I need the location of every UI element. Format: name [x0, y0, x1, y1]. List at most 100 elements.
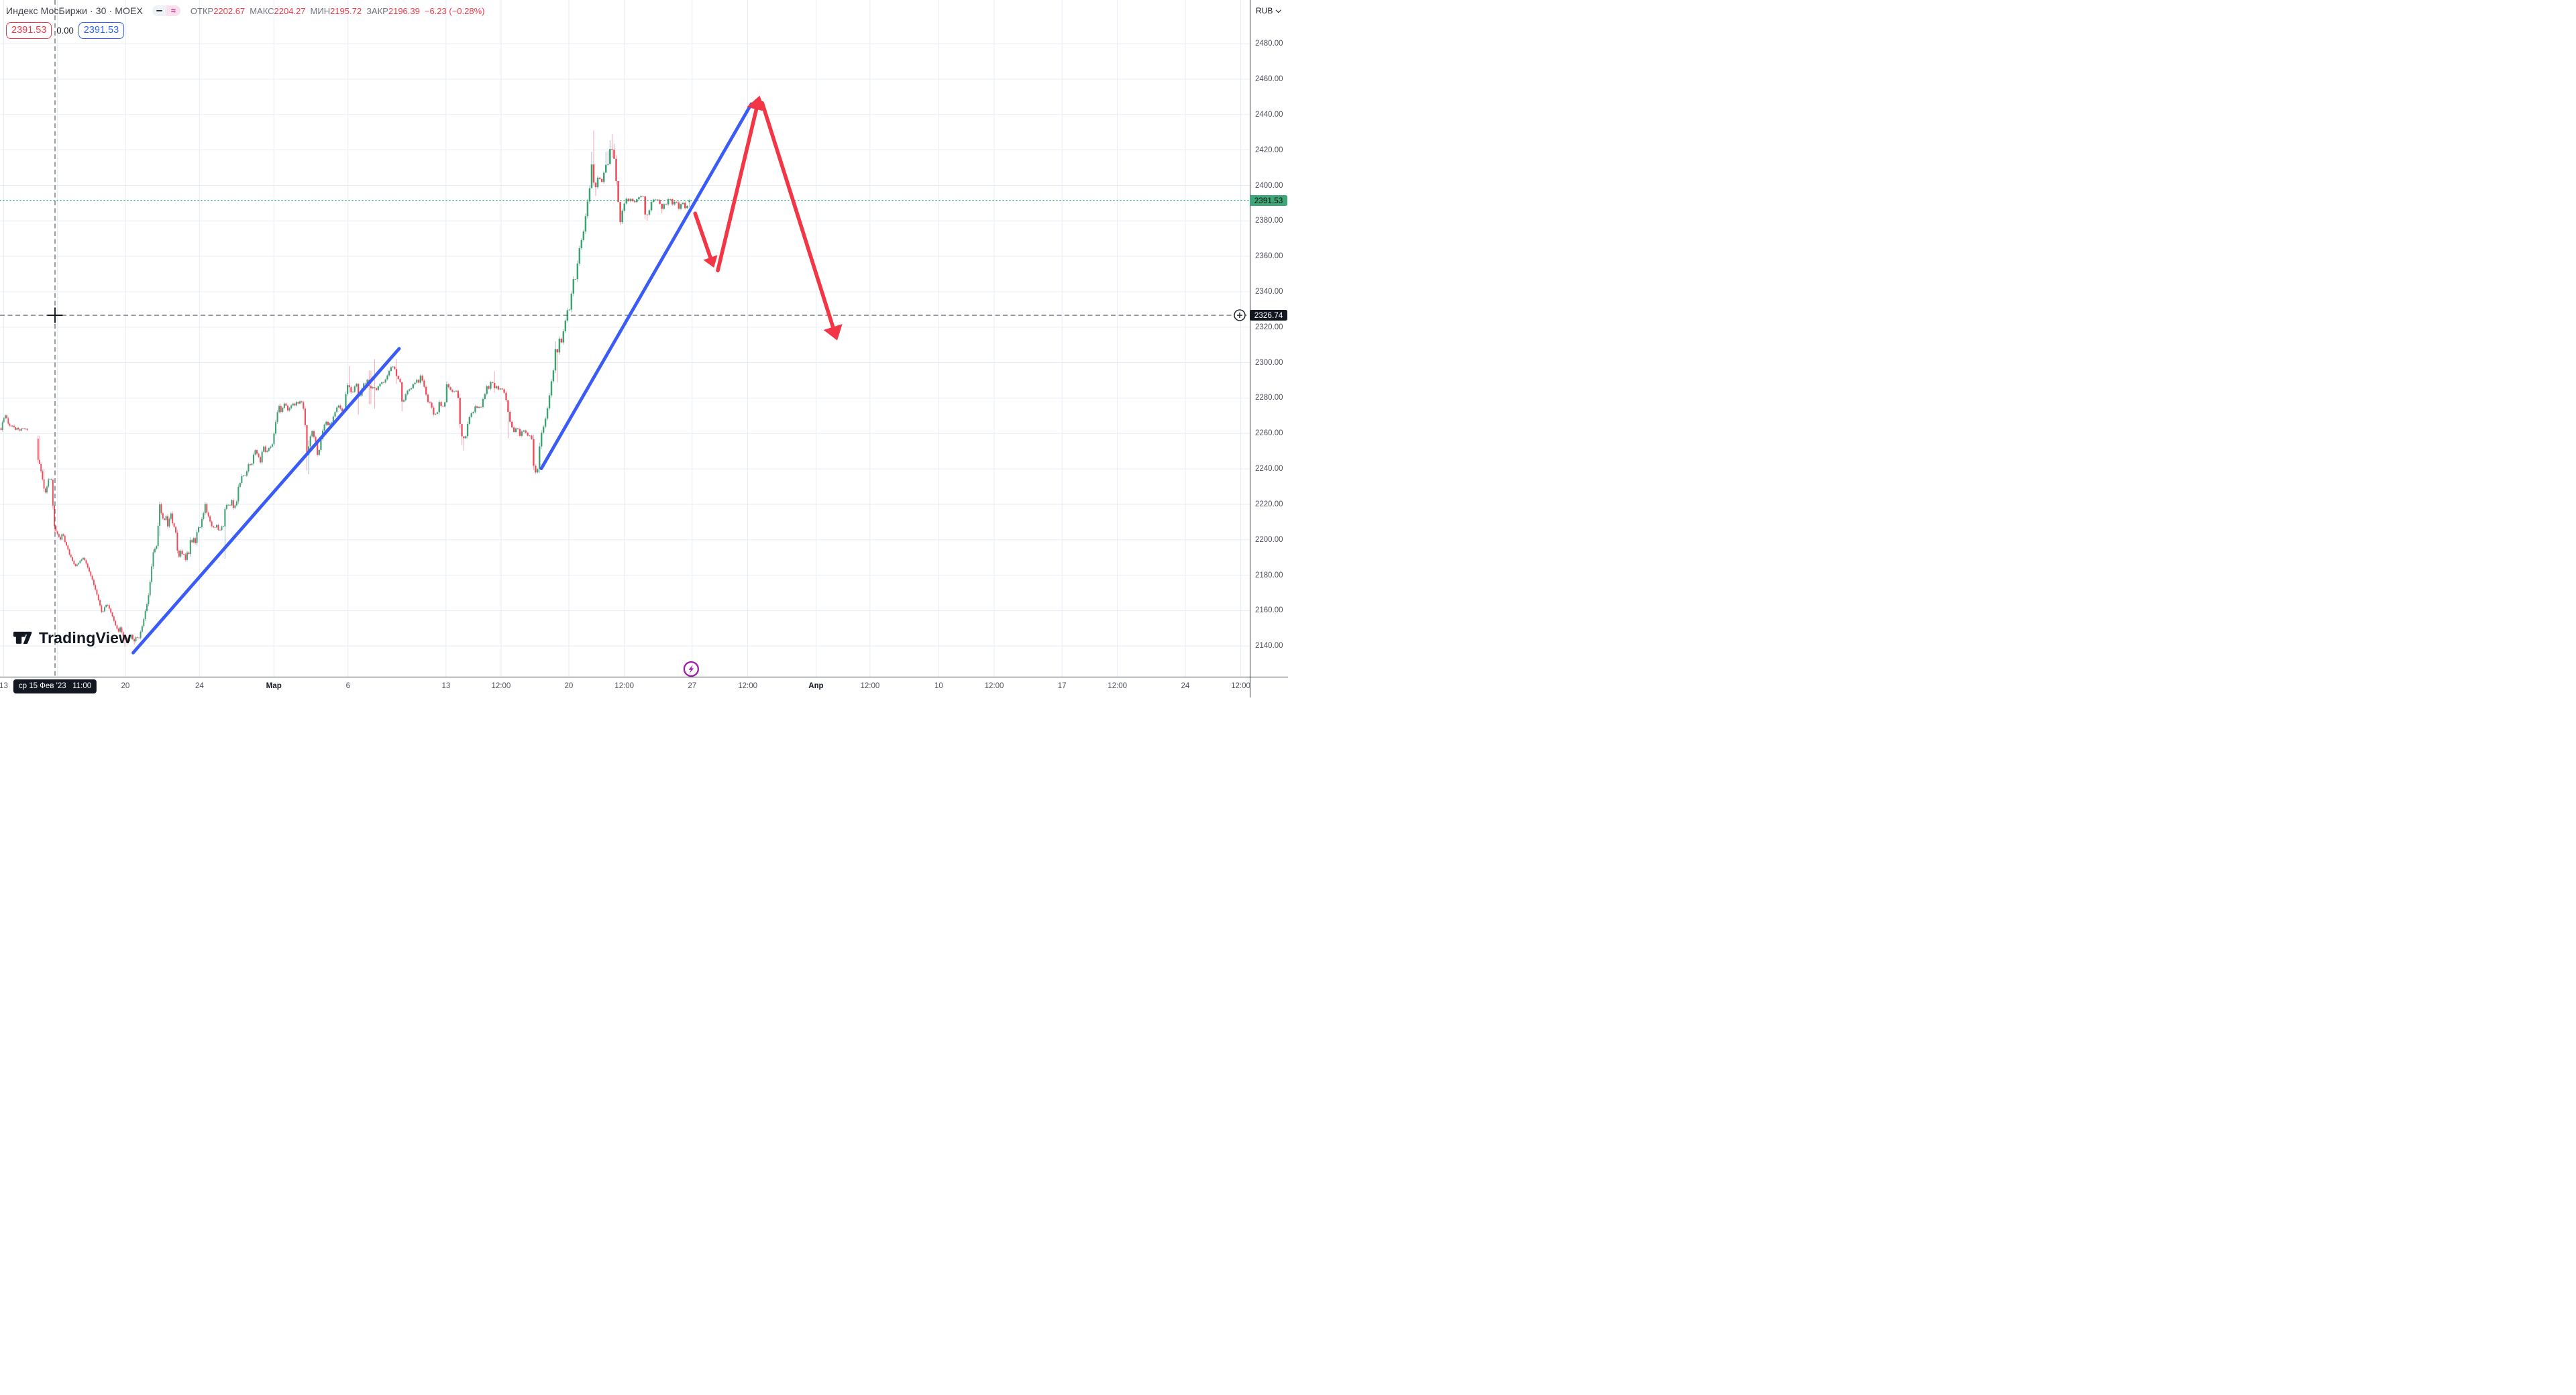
candle-body: [54, 505, 56, 526]
time-tick-label: 12:00: [860, 682, 880, 690]
ohlc-item-label: ОТКР: [190, 5, 214, 16]
candle-body: [90, 571, 92, 576]
candle-body: [124, 636, 126, 640]
candle-body: [173, 523, 175, 527]
price-tick-label: 2200.00: [1255, 535, 1283, 544]
candle-body: [107, 605, 109, 606]
candle-body: [110, 608, 112, 613]
candle-body: [350, 387, 352, 392]
ohlc-item-value: 2196.39: [388, 5, 420, 16]
candle-body: [594, 182, 597, 188]
candle-body: [334, 412, 336, 417]
candle-body: [623, 203, 626, 211]
candle-body: [286, 405, 289, 411]
price-tick-label: 2240.00: [1255, 465, 1283, 473]
candle-body: [474, 406, 476, 412]
candle-body: [148, 595, 150, 604]
candle-body: [193, 538, 195, 543]
candle-body: [445, 384, 448, 403]
candle-body: [580, 239, 583, 249]
candle-body: [433, 407, 435, 415]
candle-body: [276, 412, 278, 423]
red-arrow-2[interactable]: [716, 107, 759, 273]
ohlc-item: ЗАКР2196.39: [366, 6, 420, 16]
candle-body: [564, 321, 567, 331]
candle-body: [604, 164, 607, 173]
candle-body: [309, 436, 311, 447]
candle-body: [582, 231, 585, 240]
trend-line-2[interactable]: [539, 102, 753, 471]
lightning-bolt: [688, 665, 694, 674]
candle-body: [395, 369, 398, 376]
candle-body: [127, 638, 129, 642]
candle-body: [535, 465, 537, 473]
time-axis[interactable]: [0, 677, 1288, 698]
red-arrow-1[interactable]: [693, 211, 712, 260]
currency-label[interactable]: RUB: [1256, 6, 1273, 15]
candle-body: [372, 387, 374, 389]
candle-body: [318, 449, 320, 455]
candle-body: [44, 488, 46, 493]
candle-body: [655, 199, 657, 201]
candle-body: [390, 367, 392, 372]
axis-corner: [1250, 677, 1288, 698]
candle-body: [384, 379, 386, 383]
candle-body: [592, 164, 595, 183]
candle-body: [560, 338, 563, 343]
candle-body: [625, 199, 628, 204]
candle-body: [399, 379, 401, 382]
candle-body: [263, 446, 265, 452]
candle-body: [189, 540, 191, 555]
candle-body: [295, 402, 297, 406]
candle-body: [688, 200, 690, 203]
red-arrow-2-head: [747, 95, 766, 112]
candle-body: [596, 177, 599, 188]
candle-body: [652, 199, 655, 203]
candle-body: [254, 450, 256, 455]
candle-body: [231, 500, 233, 506]
candle-body: [611, 149, 613, 150]
candle-body: [211, 521, 213, 526]
candle-body: [417, 380, 420, 383]
time-tick-label: 12:00: [1108, 682, 1128, 690]
candle-body: [303, 402, 305, 409]
candle-body: [674, 201, 676, 205]
candlestick-chart[interactable]: [0, 0, 1288, 698]
candle-body: [43, 479, 45, 489]
candle-body: [676, 201, 678, 203]
price-tick-label: 2480.00: [1255, 40, 1283, 48]
candle-body: [644, 196, 646, 215]
candle-body: [3, 418, 5, 423]
candle-body: [162, 513, 164, 519]
candle-body: [461, 424, 463, 437]
trend-line-1[interactable]: [131, 347, 401, 655]
legend-dash-pill[interactable]: [152, 5, 166, 16]
candle-body: [167, 516, 168, 526]
candle-body: [617, 180, 619, 203]
candle-body: [13, 425, 15, 428]
candle-body: [49, 479, 51, 480]
candle-body: [104, 607, 105, 612]
candle-body: [425, 386, 427, 395]
candle-body: [327, 421, 329, 425]
red-arrow-3[interactable]: [760, 101, 835, 329]
candle-body: [160, 504, 162, 514]
legend-approx-pill[interactable]: ≈: [166, 5, 180, 16]
candle-body: [159, 504, 161, 526]
price-axis[interactable]: [1250, 0, 1288, 677]
candle-body: [501, 388, 503, 390]
candle-body: [217, 524, 219, 530]
candle-body: [682, 203, 684, 205]
tradingview-logo[interactable]: TradingView: [12, 628, 131, 649]
candle-body: [273, 433, 275, 445]
candle-body: [280, 406, 282, 412]
candle-body: [466, 424, 469, 437]
candle-body: [133, 639, 136, 642]
candle-body: [484, 394, 486, 399]
symbol-title[interactable]: Индекс МосБиржи · 30 · MOEX: [6, 5, 143, 16]
candle-body: [252, 454, 254, 464]
time-tick-label: 12:00: [491, 682, 511, 690]
candle-body: [347, 385, 349, 394]
crosshair-cursor-icon: [47, 307, 63, 323]
ohlc-item-value: 2195.72: [330, 5, 362, 16]
